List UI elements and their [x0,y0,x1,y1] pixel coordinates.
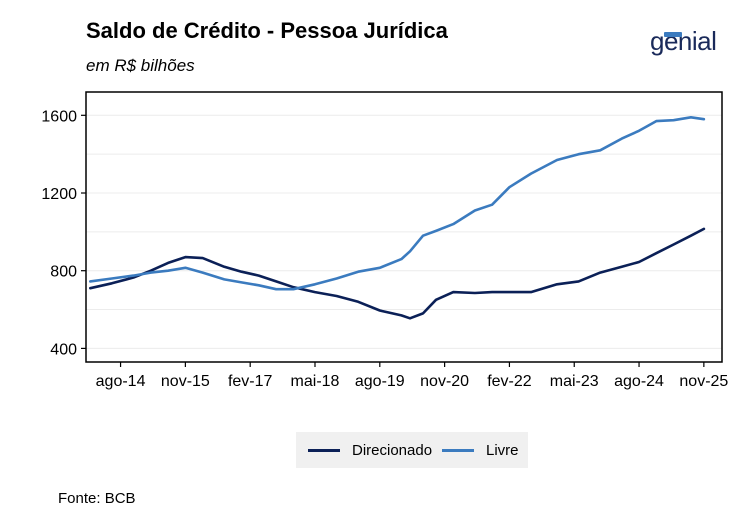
x-tick-label: fev-17 [228,373,273,390]
y-tick-label: 1200 [41,186,77,203]
x-tick-label: fev-22 [487,373,532,390]
series-line-direcionado [89,227,706,320]
plot-frame [85,91,723,363]
legend-item-livre: Livre [442,432,519,468]
legend: Direcionado Livre [296,432,528,468]
y-tick-label: 400 [50,341,77,358]
legend-label-direcionado: Direcionado [352,441,433,459]
x-tick-label: mai-18 [291,373,340,390]
x-tick-label: nov-15 [161,373,210,390]
y-axis: 400 800 1200 1600 [41,108,86,358]
x-axis: ago-14 nov-15 fev-17 mai-18 ago-19 nov-20 fev-… [96,362,728,390]
x-tick-label: mai-23 [550,373,599,390]
brand-logo: genial [650,26,717,56]
gridlines [86,114,722,349]
legend-swatch-direcionado [308,448,340,452]
logo-accent-icon [664,24,682,37]
legend-swatch-livre [442,448,474,452]
legend-item-direcionado: Direcionado [308,432,432,468]
y-tick-label: 800 [50,264,77,281]
x-tick-label: nov-25 [679,373,728,390]
y-tick-label: 1600 [41,108,77,125]
legend-label-livre: Livre [486,441,519,459]
chart-title: Saldo de Crédito - Pessoa Jurídica [86,18,448,43]
chart-subtitle: em R$ bilhões [86,56,195,75]
x-tick-label: ago-24 [614,373,664,390]
x-tick-label: ago-14 [96,373,146,390]
x-tick-label: nov-20 [420,373,469,390]
source-note: Fonte: BCB [58,490,136,507]
series-layer [89,116,706,320]
x-tick-label: ago-19 [355,373,405,390]
series-line-livre [89,116,706,291]
